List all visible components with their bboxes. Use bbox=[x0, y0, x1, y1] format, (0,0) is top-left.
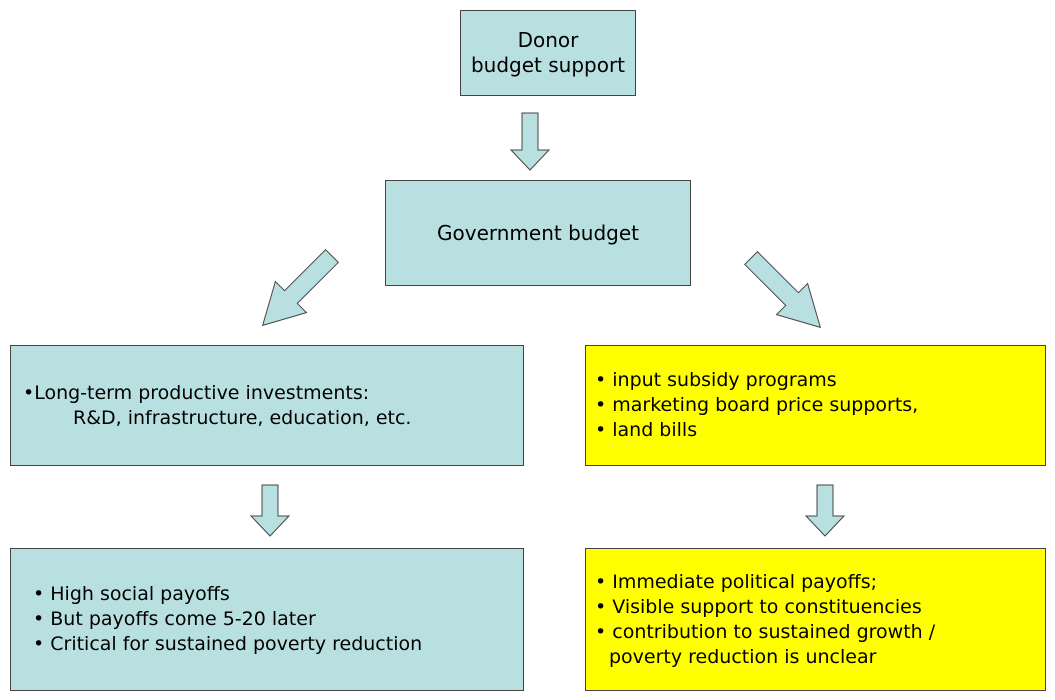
node-line: • land bills bbox=[595, 419, 698, 441]
node-line: • Visible support to constituencies bbox=[595, 595, 922, 618]
political-payoffs-box: • Immediate political payoffs; • Visible … bbox=[585, 548, 1046, 691]
subsidies-box: • input subsidy programs • marketing boar… bbox=[585, 345, 1046, 466]
node-line: Donor bbox=[517, 28, 579, 52]
node-line: • contribution to sustained growth / bbox=[595, 620, 936, 643]
investments-box: •Long-term productive investments: R&D, i… bbox=[10, 345, 524, 466]
node-line: budget support bbox=[470, 53, 626, 77]
social-payoffs-box: • High social payoffs • But payoffs come … bbox=[10, 548, 524, 691]
arrow-right-down bbox=[743, 250, 822, 329]
node-line: • But payoffs come 5-20 later bbox=[33, 608, 316, 630]
arrow-down bbox=[249, 484, 291, 537]
donor-box: Donor budget support bbox=[460, 10, 636, 96]
node-line: • Immediate political payoffs; bbox=[595, 570, 878, 593]
node-line: •Long-term productive investments: bbox=[23, 381, 370, 404]
node-line: • input subsidy programs bbox=[595, 369, 837, 391]
node-line: • marketing board price supports, bbox=[595, 394, 919, 416]
node-line: R&D, infrastructure, education, etc. bbox=[73, 406, 412, 429]
node-line: Government budget bbox=[437, 220, 639, 245]
node-line: • High social payoffs bbox=[33, 583, 230, 605]
node-line: • Critical for sustained poverty reducti… bbox=[33, 633, 423, 655]
government-box: Government budget bbox=[385, 180, 691, 286]
arrow-left-down bbox=[261, 248, 340, 327]
arrow-down bbox=[509, 112, 551, 171]
arrow-down bbox=[804, 484, 846, 537]
node-line: poverty reduction is unclear bbox=[609, 645, 877, 668]
